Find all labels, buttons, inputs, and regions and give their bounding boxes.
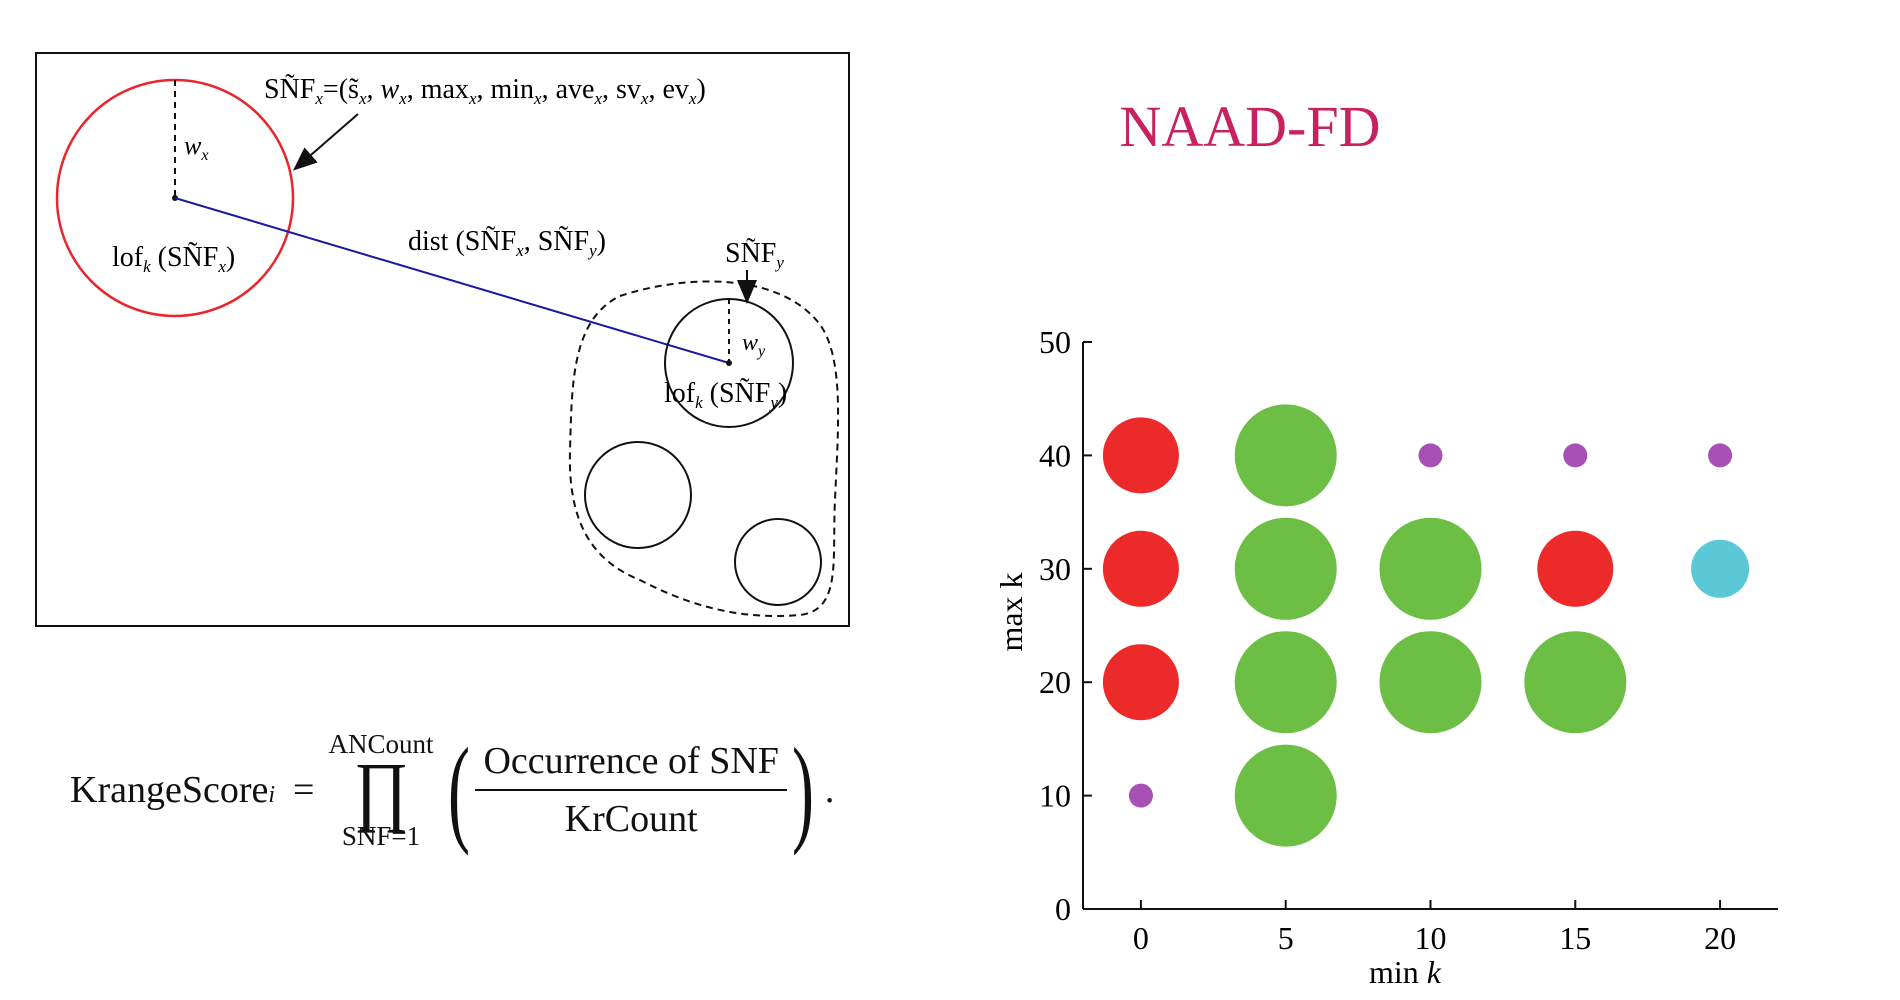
krange-score-formula: KrangeScore i = ANCount ∏ SNF=1 ( Occurre… xyxy=(70,723,835,856)
formula-lhs-subscript: i xyxy=(268,782,276,808)
fraction-numerator: Occurrence of SNF xyxy=(475,739,787,791)
x-tick-label: 0 xyxy=(1133,920,1149,956)
bubble-point xyxy=(1379,631,1482,734)
member-circle-small xyxy=(734,518,822,606)
product-lower-limit: SNF=1 xyxy=(341,821,421,851)
bubble-point xyxy=(1524,631,1627,734)
snf-y-center xyxy=(726,360,732,366)
bubble-point xyxy=(1102,417,1179,494)
right-paren: ) xyxy=(791,723,814,856)
y-tick-label: 50 xyxy=(1039,324,1071,360)
left-paren: ( xyxy=(448,723,471,856)
formula-equals: = xyxy=(293,769,315,811)
snf-y-group-boundary xyxy=(568,280,840,617)
dist-line xyxy=(174,197,730,364)
y-ticks: 0 10 20 30 40 50 xyxy=(1039,324,1092,927)
bubbles xyxy=(1102,404,1750,847)
bubble-point xyxy=(1234,517,1337,620)
x-tick-label: 20 xyxy=(1704,920,1736,956)
bubble-point xyxy=(1234,631,1337,734)
x-axis-label: min k xyxy=(1369,954,1442,990)
bubble-point xyxy=(1418,443,1443,468)
x-tick-label: 5 xyxy=(1278,920,1294,956)
formula-lhs: KrangeScore i xyxy=(70,768,275,812)
snf-x-definition: SÑFx=(s̃x, wx, maxx, minx, avex, svx, ev… xyxy=(264,74,706,108)
product-symbol: ∏ xyxy=(353,746,409,833)
bubble-point xyxy=(1234,404,1337,507)
lof-y-label: lofk (SÑFy) xyxy=(664,378,787,412)
y-axis-label: max k xyxy=(993,572,1029,651)
x-tick-label: 15 xyxy=(1559,920,1591,956)
formula-period: . xyxy=(824,769,835,811)
cluster-diagram: SÑFx=(s̃x, wx, maxx, minx, avex, svx, ev… xyxy=(35,52,850,627)
bubble-point xyxy=(1102,530,1179,607)
formula-lhs-name: KrangeScore xyxy=(70,769,269,811)
wx-label: wx xyxy=(184,131,208,164)
wy-label: wy xyxy=(742,330,766,360)
fraction-denominator: KrCount xyxy=(564,798,698,840)
chart-title: NAAD-FD xyxy=(1120,94,1381,159)
member-circle-large xyxy=(584,441,692,549)
fraction: Occurrence of SNF KrCount xyxy=(475,739,787,841)
bubble-point xyxy=(1708,443,1733,468)
y-tick-label: 30 xyxy=(1039,551,1071,587)
bubble-point xyxy=(1691,539,1750,598)
dist-label: dist (SÑFx, SÑFy) xyxy=(408,226,606,260)
snf-x-arrow xyxy=(292,113,359,171)
diagram-frame xyxy=(35,52,850,627)
y-tick-label: 20 xyxy=(1039,664,1071,700)
y-tick-label: 10 xyxy=(1039,778,1071,814)
product-operator: ANCount ∏ SNF=1 xyxy=(328,729,433,851)
bubble-point xyxy=(1563,443,1588,468)
bubble-point xyxy=(1537,530,1614,607)
bubble-point xyxy=(1379,517,1482,620)
bubble-point xyxy=(1234,744,1337,847)
bubble-point xyxy=(1102,644,1179,721)
product-upper-limit: ANCount xyxy=(328,729,434,759)
x-ticks: 0 5 10 15 20 xyxy=(1133,900,1736,956)
snf-y-label: SÑFy xyxy=(725,238,784,272)
y-tick-label: 0 xyxy=(1055,891,1071,927)
lof-x-label: lofk (SÑFx) xyxy=(112,242,235,276)
y-tick-label: 40 xyxy=(1039,437,1071,473)
x-tick-label: 10 xyxy=(1415,920,1447,956)
bubble-point xyxy=(1128,783,1153,808)
naad-fd-bubble-chart: NAAD-FD 0 10 20 30 40 50 0 5 10 15 20 min k max k xyxy=(993,94,1778,990)
